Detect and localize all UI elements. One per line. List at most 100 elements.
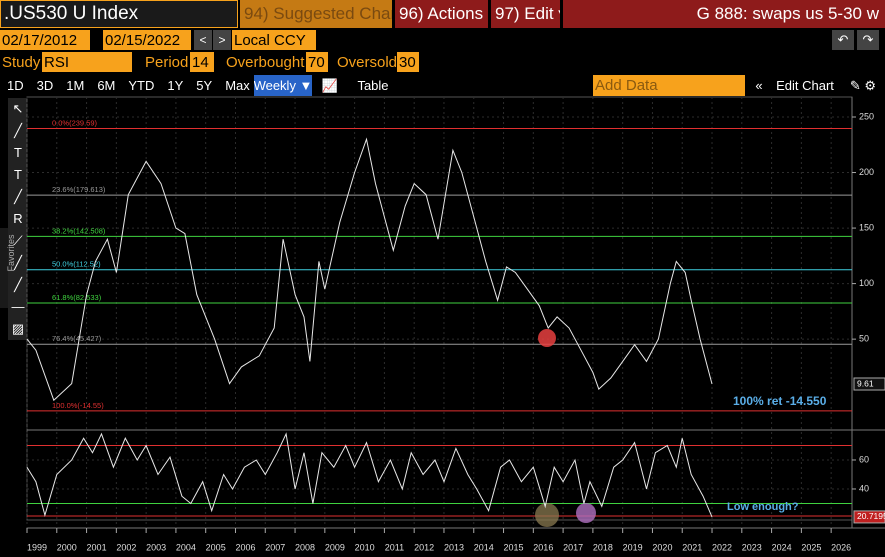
x-tick-label: 2010	[355, 542, 375, 552]
x-tick-label: 2004	[176, 542, 196, 552]
range-button[interactable]: 5Y	[196, 78, 213, 93]
range-button[interactable]: Max	[225, 78, 250, 93]
overbought-field[interactable]: 70	[306, 52, 328, 72]
x-tick-label: 2007	[265, 542, 285, 552]
x-tick-label: 2009	[325, 542, 345, 552]
data-line	[26, 137, 713, 402]
range-button[interactable]: 6M	[97, 78, 116, 93]
x-tick-label: 2011	[385, 542, 404, 552]
x-tick-label: 2003	[146, 542, 166, 552]
x-tick-label: 2021	[682, 542, 702, 552]
mini-tool[interactable]: Track	[384, 101, 404, 110]
x-tick-label: 2000	[57, 542, 77, 552]
function-title: G 888: swaps us 5-30 w	[563, 0, 885, 28]
last-value-label: 9.61	[857, 378, 874, 388]
collapse-button[interactable]: «	[755, 78, 763, 93]
study-field[interactable]: RSI	[42, 52, 132, 72]
reset-button[interactable]: Reset	[492, 116, 526, 129]
range-button[interactable]: YTD	[128, 78, 155, 93]
x-tick-label: 2002	[116, 542, 136, 552]
ticker[interactable]: .US530 U Index	[0, 0, 238, 28]
mini-tool[interactable]: Zoom	[485, 101, 507, 110]
x-tick-label: 2012	[414, 542, 434, 552]
fib-label: 0.0%(239.59)	[52, 119, 98, 128]
highlight-circle	[538, 329, 556, 347]
x-tick-label: 2020	[652, 542, 672, 552]
x-tick-label: 2023	[742, 542, 762, 552]
start-date[interactable]: 02/17/2012	[0, 30, 90, 50]
chart-type-button[interactable]: 📈	[321, 77, 339, 93]
last-value-box	[853, 510, 885, 524]
mini-tool[interactable]: Annotate	[407, 98, 450, 113]
fib-label: 76.4%(45.427)	[52, 334, 102, 343]
overbought-label: Overbought	[226, 53, 305, 71]
edit-menu[interactable]: 97) Edit ▾	[491, 0, 560, 28]
x-tick-label: 2019	[623, 542, 643, 552]
highlight-circle	[535, 503, 559, 527]
prev-button[interactable]: <	[194, 30, 212, 50]
settings-buttons[interactable]: ✎ ⚙	[849, 77, 877, 93]
tool-icons[interactable]: ↖ ╱ T T ╱ R ⟋ ╱ ╱ — ▨	[11, 101, 25, 336]
next-button[interactable]: >	[213, 30, 231, 50]
x-tick-label: 2016	[533, 542, 553, 552]
y-tick-label: 150	[859, 222, 874, 232]
highlight-circle	[576, 503, 596, 523]
y-tick-label: 50	[859, 334, 869, 344]
fib-label: 50.0%(112.52)	[52, 260, 101, 269]
y-tick-label: 40	[859, 483, 869, 493]
y-tick-label: 200	[859, 167, 874, 177]
x-tick-label: 2017	[563, 542, 583, 552]
fib-label: 23.6%(179.613)	[52, 185, 106, 194]
range-button[interactable]: 1Y	[167, 78, 184, 93]
end-date[interactable]: 02/15/2022	[103, 30, 191, 50]
x-tick-label: 2008	[295, 542, 315, 552]
annotation: 100% ret -14.550	[733, 394, 827, 408]
table-button[interactable]: Table	[357, 78, 389, 93]
favorites-label: Favorites	[6, 234, 16, 272]
x-tick-label: 2025	[801, 542, 821, 552]
fib-label: 100.0%(-14.55)	[52, 401, 104, 410]
y-tick-label: 100	[859, 278, 874, 288]
mini-toolbar: Track Annotate News Zoom	[378, 98, 526, 113]
range-button[interactable]: 1M	[66, 78, 85, 93]
fib-label: 61.8%(82.533)	[52, 293, 102, 302]
study-label: Study	[2, 53, 41, 71]
range-button[interactable]: 3D	[36, 78, 54, 93]
x-tick-label: 2001	[87, 542, 107, 552]
oversold-field[interactable]: 30	[397, 52, 419, 72]
x-tick-label: 2006	[235, 542, 255, 552]
actions-menu[interactable]: 96) Actions ▾	[395, 0, 488, 28]
undo-button[interactable]: ↶	[832, 30, 854, 50]
x-tick-label: 2015	[504, 542, 524, 552]
y-tick-label: 60	[859, 454, 869, 464]
x-tick-label: 2024	[772, 542, 792, 552]
y-tick-label: 250	[859, 111, 874, 121]
mini-tool[interactable]: News	[455, 101, 476, 110]
range-button[interactable]: 1D	[7, 78, 24, 93]
currency[interactable]: Local CCY	[232, 30, 316, 50]
oversold-label: Oversold	[337, 53, 397, 71]
period-label: Period	[145, 53, 189, 71]
x-tick-label: 2018	[593, 542, 613, 552]
add-data[interactable]: Add Data	[593, 75, 745, 96]
frequency-button[interactable]: Weekly ▼	[254, 75, 312, 96]
last-value-label: 20.7195	[857, 511, 885, 521]
x-tick-label: 2022	[712, 542, 732, 552]
x-tick-label: 2026	[831, 542, 851, 552]
chart-background	[26, 96, 853, 521]
range-buttons: 1D 3D 1M 6M YTD 1Y 5Y Max	[0, 75, 256, 96]
period-field[interactable]: 14	[190, 52, 214, 72]
x-tick-label: 2013	[444, 542, 464, 552]
last-value-box	[853, 377, 885, 391]
redo-button[interactable]: ↷	[857, 30, 879, 50]
x-tick-label: 2014	[474, 542, 494, 552]
annotation: Low enough?	[727, 501, 799, 513]
fib-label: 38.2%(142.508)	[52, 226, 106, 235]
suggested-charts[interactable]: 94) Suggested Charts	[240, 0, 392, 28]
drawing-toolbar: Favorites ↖ ╱ T T ╱ R ⟋ ╱ ╱ — ▨	[0, 98, 28, 340]
edit-chart[interactable]: Edit Chart	[776, 78, 834, 93]
x-tick-label: 1999	[27, 542, 47, 552]
x-tick-label: 2005	[206, 542, 226, 552]
data-line	[26, 432, 713, 518]
